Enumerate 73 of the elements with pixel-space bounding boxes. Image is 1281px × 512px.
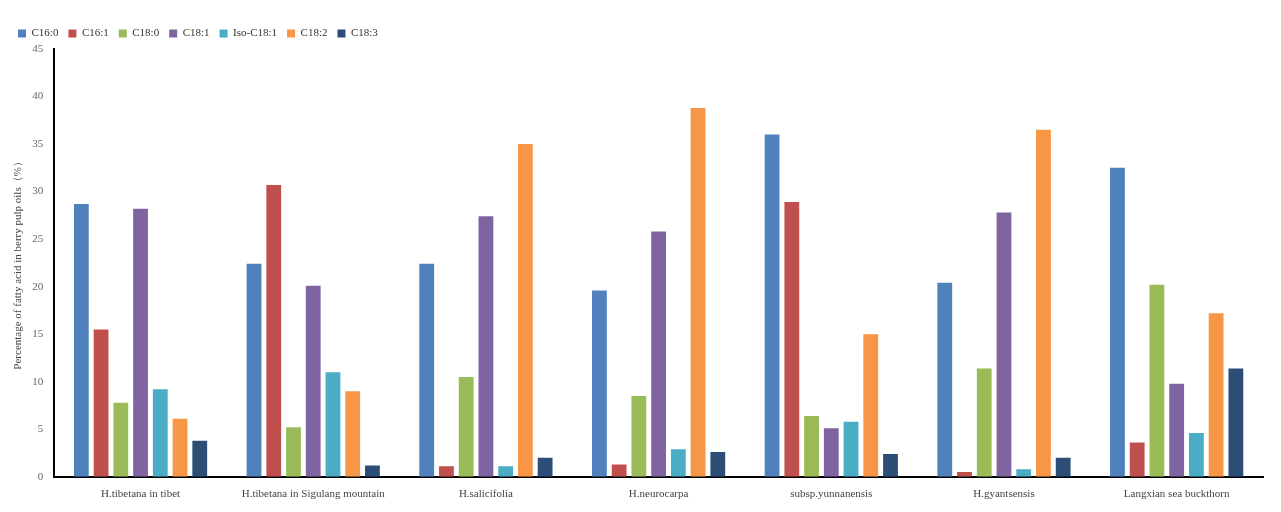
bar — [764, 134, 780, 477]
bar — [611, 464, 627, 477]
y-tick-label: 30 — [32, 184, 44, 197]
bar — [1188, 433, 1204, 477]
bar — [1169, 383, 1185, 477]
legend-label: C18:2 — [300, 26, 328, 39]
x-tick-label: H.tibetana in Sigulang mountain — [241, 487, 386, 500]
legend-label: C16:1 — [81, 26, 109, 39]
bar — [133, 208, 148, 477]
y-tick-label: 20 — [32, 279, 44, 292]
y-axis-title: Percentage of fatty acid in berry pulp oils（%） — [11, 156, 24, 370]
bar — [458, 376, 474, 477]
y-tick-label: 35 — [32, 136, 44, 149]
x-tick-label: H.salicifolia — [458, 487, 514, 500]
bar — [1208, 313, 1224, 477]
y-tick-label: 40 — [32, 89, 44, 102]
bar — [976, 368, 992, 477]
bar — [784, 202, 800, 477]
bar — [670, 449, 686, 477]
bar — [1228, 368, 1244, 477]
bar — [517, 144, 533, 477]
bar — [152, 389, 168, 477]
bar — [478, 216, 494, 477]
bar — [246, 263, 262, 477]
bar — [345, 391, 361, 477]
x-tick-label: H.tibetana in tibet — [100, 487, 181, 500]
x-tick-label: subsp.yunnanensis — [790, 487, 873, 500]
bar — [365, 465, 380, 477]
bar — [631, 395, 647, 477]
bar — [863, 334, 879, 477]
bar — [1036, 129, 1051, 477]
legend-label: Iso-C18:1 — [233, 26, 278, 39]
bar — [1129, 442, 1145, 477]
legend-label: C16:0 — [31, 26, 59, 39]
bar — [325, 372, 341, 477]
bar — [1110, 167, 1125, 477]
bar — [439, 466, 454, 477]
bar — [1055, 457, 1071, 477]
bar — [305, 285, 321, 477]
bar — [537, 457, 553, 477]
bar — [73, 203, 89, 477]
y-tick-label: 45 — [32, 41, 44, 54]
legend-label: C18:0 — [132, 26, 160, 39]
bar — [823, 428, 839, 477]
bar — [93, 329, 109, 477]
bar — [419, 263, 435, 477]
bar — [591, 290, 607, 477]
bar — [690, 107, 706, 477]
y-tick-label: 15 — [32, 327, 44, 340]
x-tick-label: H.neurocarpa — [628, 487, 689, 500]
y-tick-label: 5 — [37, 422, 44, 435]
bar — [996, 212, 1012, 477]
bar — [1016, 469, 1032, 477]
bar — [286, 427, 301, 477]
x-tick-label: Langxian sea buckthorn — [1123, 487, 1230, 500]
bar — [1149, 284, 1165, 477]
legend-label: C18:1 — [182, 26, 210, 39]
y-tick-label: 0 — [37, 469, 44, 482]
bar — [843, 421, 859, 477]
bar — [937, 282, 953, 477]
x-tick-label: H.gyantsensis — [973, 487, 1035, 500]
bar — [266, 184, 282, 477]
bar — [710, 452, 726, 477]
bar — [498, 466, 514, 477]
bar — [113, 402, 129, 477]
y-tick-label: 10 — [32, 374, 44, 387]
bar — [192, 440, 208, 477]
bar — [804, 415, 819, 477]
legend-label: C18:3 — [350, 26, 379, 39]
bar — [651, 231, 666, 477]
bar — [883, 453, 898, 477]
bar — [172, 418, 188, 477]
y-tick-label: 25 — [32, 232, 44, 245]
